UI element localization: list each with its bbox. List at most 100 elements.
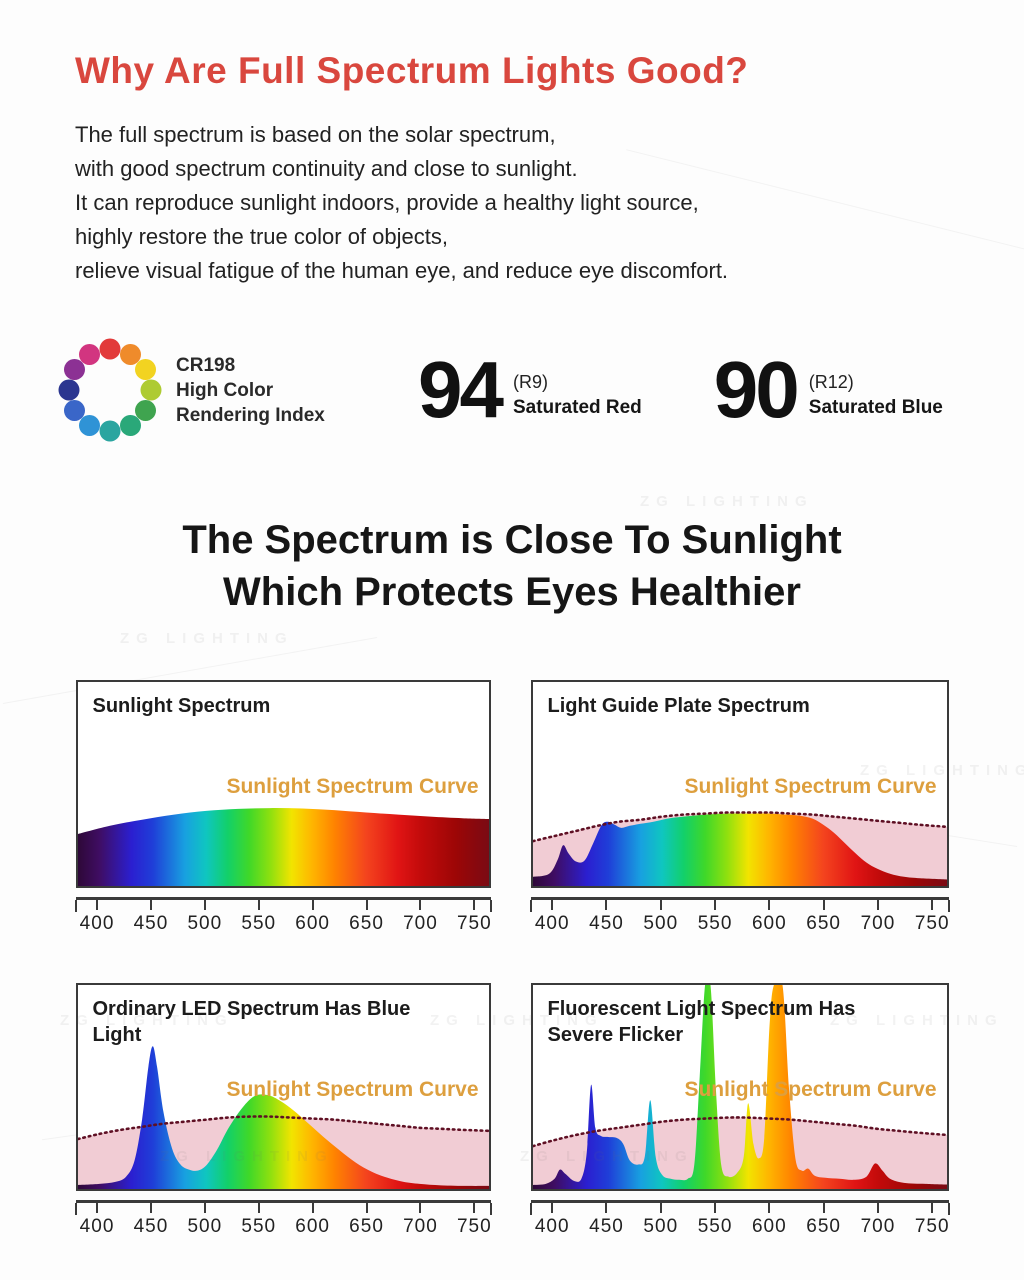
axis-tick <box>257 1203 260 1213</box>
axis-tick <box>605 1203 608 1213</box>
chart-title: Fluorescent Light Spectrum Has Severe Fl… <box>547 998 856 1046</box>
color-dot <box>135 359 157 380</box>
color-dot <box>120 343 141 365</box>
axis-tick <box>473 900 476 910</box>
sunlight-curve-label: Sunlight Spectrum Curve <box>226 1078 479 1101</box>
axis-tick-label: 500 <box>187 913 223 934</box>
axis-tick <box>714 1203 717 1213</box>
axis-tick-label: 550 <box>241 913 277 934</box>
axis-tick-label: 400 <box>534 913 570 934</box>
axis-tick-label: 700 <box>403 913 438 934</box>
axis-tick-label: 450 <box>589 913 624 934</box>
charts-grid: Sunlight Spectrum Sunlight Spectrum Curv… <box>74 680 950 1238</box>
section-heading: The Spectrum is Close To Sunlight Which … <box>0 514 1024 618</box>
axis-tick-label: 700 <box>403 1216 438 1237</box>
axis-edge-tick <box>489 900 492 912</box>
spectrum-svg <box>532 811 947 886</box>
axis-tick-label: 750 <box>456 1216 492 1237</box>
axis-tick <box>822 900 825 910</box>
intro-line: highly restore the true color of objects… <box>75 224 448 249</box>
axis-edge-tick <box>74 1203 77 1215</box>
sunlight-curve-label: Sunlight Spectrum Curve <box>684 775 937 798</box>
spectrum-plot <box>532 985 947 1189</box>
axis-tick <box>149 1203 152 1213</box>
axis-tick-label: 600 <box>751 1216 787 1237</box>
axis-tick <box>96 1203 99 1213</box>
color-dot <box>99 338 121 360</box>
section-heading-line: Which Protects Eyes Healthier <box>223 570 801 614</box>
chart-box: Ordinary LED Spectrum Has Blue Light Sun… <box>75 983 491 1191</box>
metric-name: Saturated Red <box>512 396 642 418</box>
axis-edge-tick <box>947 900 950 912</box>
axis-tick <box>876 1203 879 1213</box>
axis-tick-label: 450 <box>133 913 169 934</box>
axis-tick <box>311 1203 314 1213</box>
axis-tick-label: 700 <box>860 1216 896 1237</box>
metric-ref: (R9) <box>512 371 548 392</box>
color-dot <box>63 359 85 380</box>
chart-title: Light Guide Plate Spectrum <box>547 695 810 717</box>
axis-tick <box>365 1203 368 1213</box>
axis-tick <box>149 900 152 910</box>
axis-tick-label: 650 <box>806 1216 841 1237</box>
spectrum-svg <box>77 808 489 886</box>
axis-tick <box>203 900 206 910</box>
axis-tick-label: 500 <box>643 913 679 934</box>
axis-tick <box>768 1203 771 1213</box>
metric-value: 90 <box>713 345 800 434</box>
axis-tick <box>419 900 422 910</box>
intro-line: with good spectrum continuity and close … <box>75 156 578 181</box>
axis-tick <box>419 1203 422 1213</box>
metric-caption: (R12) Saturated Blue <box>809 372 943 419</box>
cri-label-line: CR198 <box>176 354 236 376</box>
spectrum-plot <box>77 985 489 1189</box>
sunlight-curve-label: Sunlight Spectrum Curve <box>684 1078 937 1101</box>
cri-label-line: High Color <box>176 379 274 401</box>
x-axis: 400 450 500 550 600 650 700 750 <box>74 897 492 935</box>
axis-tick-label: 550 <box>241 1216 277 1237</box>
watermark: ZG LIGHTING <box>120 630 294 647</box>
chart-card-ordinary-led: Ordinary LED Spectrum Has Blue Light Sun… <box>74 983 492 1238</box>
axis-tick <box>311 900 314 910</box>
axis-edge-tick <box>529 900 532 912</box>
page-root: ZG LIGHTING ZG LIGHTING ZG LIGHTING ZG L… <box>0 50 1024 1280</box>
chart-title: Ordinary LED Spectrum Has Blue Light <box>92 998 411 1046</box>
chart-card-light-guide-plate: Light Guide Plate Spectrum Sunlight Spec… <box>529 680 950 935</box>
color-dot <box>58 379 80 401</box>
axis-edge-tick <box>529 1203 532 1215</box>
chart-box: Sunlight Spectrum Sunlight Spectrum Curv… <box>75 680 491 888</box>
intro-line: relieve visual fatigue of the human eye,… <box>75 258 729 283</box>
color-wheel-icon <box>56 336 164 444</box>
metric-r9: 94 (R9) Saturated Red <box>418 350 642 430</box>
color-dot <box>140 379 162 401</box>
metric-caption: (R9) Saturated Red <box>513 372 642 419</box>
color-dot <box>120 415 141 437</box>
axis-edge-tick <box>489 1203 492 1215</box>
color-dot <box>135 400 157 421</box>
color-dot <box>63 400 85 421</box>
intro-line: The full spectrum is based on the solar … <box>75 122 556 147</box>
axis-tick <box>659 1203 662 1213</box>
axis-tick-label: 750 <box>914 1216 950 1237</box>
watermark: ZG LIGHTING <box>640 493 814 510</box>
axis-tick-label: 500 <box>187 1216 223 1237</box>
axis-tick-label: 650 <box>349 1216 384 1237</box>
x-axis: 400 450 500 550 600 650 700 750 <box>529 1200 950 1238</box>
axis-tick <box>551 1203 554 1213</box>
axis-tick <box>257 900 260 910</box>
chart-card-fluorescent: Fluorescent Light Spectrum Has Severe Fl… <box>529 983 950 1238</box>
axis-tick <box>473 1203 476 1213</box>
axis-tick-label: 550 <box>697 913 733 934</box>
axis-tick-label: 400 <box>534 1216 570 1237</box>
axis-tick-label: 400 <box>79 913 115 934</box>
axis-tick-label: 750 <box>456 913 492 934</box>
spectrum-svg <box>532 985 947 1189</box>
spectrum-plot <box>532 682 947 886</box>
axis-tick-label: 600 <box>295 1216 330 1237</box>
color-dot <box>79 415 100 437</box>
axis-tick-label: 650 <box>349 913 384 934</box>
intro-paragraph: The full spectrum is based on the solar … <box>75 118 1024 288</box>
axis-tick <box>768 900 771 910</box>
axis-tick <box>659 900 662 910</box>
chart-card-sunlight: Sunlight Spectrum Sunlight Spectrum Curv… <box>74 680 492 935</box>
